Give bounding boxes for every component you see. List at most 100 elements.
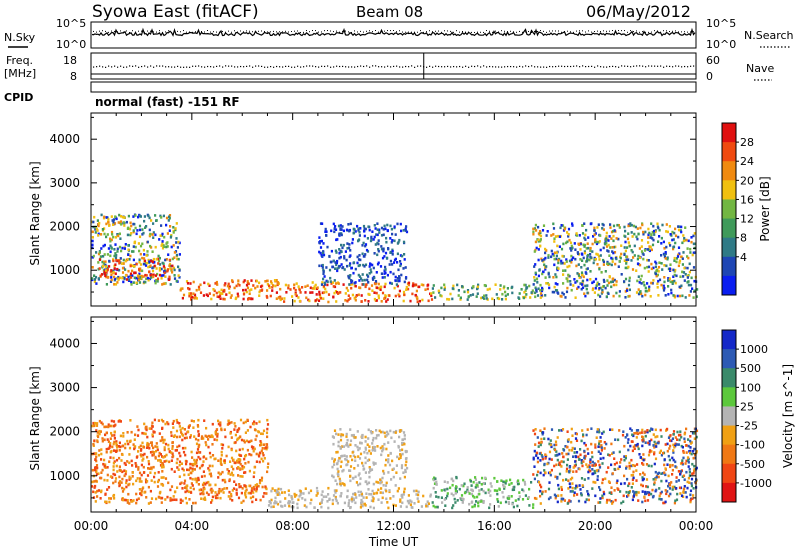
echo-cell (648, 289, 651, 292)
echo-cell (160, 418, 163, 422)
echo-cell (260, 476, 264, 480)
echo-cell (93, 421, 97, 425)
nsearch-dot (111, 30, 112, 32)
echo-cell (532, 457, 535, 461)
colorbar-swatch (722, 161, 736, 181)
echo-cell (596, 475, 599, 478)
echo-cell (689, 451, 692, 455)
echo-cell (433, 478, 436, 482)
echo-cell (256, 285, 259, 288)
nave-dot (141, 65, 143, 68)
echo-cell (288, 493, 291, 497)
echo-cell (418, 299, 421, 303)
echo-cell (244, 490, 247, 493)
nave-dot (405, 65, 407, 68)
echo-cell (125, 485, 128, 489)
echo-cell (606, 498, 609, 502)
echo-cell (404, 266, 407, 269)
echo-cell (649, 295, 652, 298)
echo-cell (384, 268, 387, 271)
echo-cell (355, 481, 358, 484)
echo-cell (417, 500, 420, 503)
echo-cell (429, 493, 432, 497)
echo-cell (612, 229, 615, 233)
echo-cell (158, 269, 161, 272)
echo-cell (628, 491, 631, 494)
echo-cell (339, 428, 342, 431)
echo-cell (541, 432, 544, 436)
echo-cell (290, 495, 293, 498)
echo-cell (456, 283, 459, 287)
echo-cell (97, 224, 100, 228)
echo-cell (632, 476, 635, 480)
echo-cell (605, 501, 608, 504)
echo-cell (112, 218, 116, 221)
echo-cell (114, 477, 118, 480)
echo-cell (165, 223, 168, 227)
echo-cell (613, 489, 616, 492)
echo-cell (333, 463, 336, 466)
nave-dot (384, 66, 386, 68)
echo-cell (110, 238, 113, 242)
echo-cell (567, 438, 570, 441)
echo-cell (577, 455, 580, 459)
echo-cell (660, 453, 663, 457)
echo-cell (552, 276, 555, 279)
echo-cell (285, 291, 288, 294)
echo-cell (581, 484, 584, 487)
echo-cell (566, 280, 569, 283)
echo-cell (360, 501, 363, 505)
echo-cell (597, 241, 600, 244)
echo-cell (103, 232, 106, 236)
freq-panel (90, 52, 697, 80)
echo-cell (679, 430, 682, 433)
nave-dot (267, 66, 269, 68)
echo-cell (630, 440, 633, 443)
echo-cell (610, 463, 613, 467)
echo-cell (539, 283, 542, 287)
echo-cell (255, 279, 258, 283)
echo-cell (354, 459, 357, 462)
echo-cell (556, 458, 559, 462)
echo-cell (114, 236, 117, 239)
echo-cell (678, 261, 681, 264)
echo-cell (503, 487, 506, 490)
nsearch-dot (99, 30, 100, 32)
echo-cell (187, 490, 190, 494)
echo-cell (657, 471, 661, 475)
nave-dot (354, 66, 356, 68)
echo-cell (663, 280, 666, 284)
echo-cell (350, 286, 353, 290)
echo-cell (533, 477, 536, 481)
nave-dot (312, 65, 314, 67)
nsearch-dot (174, 30, 175, 32)
echo-cell (147, 258, 150, 262)
echo-cell (385, 497, 388, 501)
nsearch-dot (276, 31, 277, 33)
nsearch-dot (438, 30, 439, 32)
echo-cell (329, 280, 332, 283)
echo-cell (647, 441, 650, 445)
echo-cell (253, 447, 256, 451)
echo-cell (399, 477, 402, 480)
echo-cell (453, 497, 456, 501)
echo-cell (163, 446, 166, 449)
echo-cell (368, 293, 371, 296)
echo-cell (598, 466, 602, 469)
echo-cell (693, 232, 696, 235)
echo-cell (162, 441, 165, 444)
echo-cell (471, 489, 474, 493)
echo-cell (647, 227, 650, 231)
echo-cell (125, 479, 128, 482)
echo-cell (201, 463, 204, 467)
echo-cell (624, 296, 627, 299)
echo-cell (154, 214, 157, 217)
echo-cell (250, 439, 253, 443)
echo-cell (159, 439, 162, 443)
echo-cell (295, 294, 298, 298)
echo-cell (160, 482, 163, 486)
echo-cell (654, 457, 658, 461)
echo-cell (229, 497, 232, 501)
echo-cell (104, 492, 107, 496)
echo-cell (635, 436, 638, 439)
